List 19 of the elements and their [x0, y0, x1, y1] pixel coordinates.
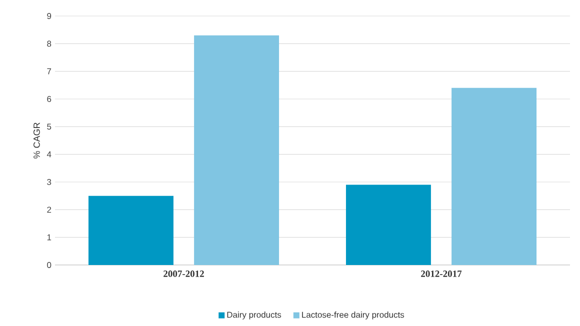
- bar: [346, 184, 431, 265]
- y-tick-label: 0: [47, 262, 52, 268]
- x-tick-label: 2007-2012: [164, 270, 204, 277]
- y-tick-label: 4: [46, 151, 52, 158]
- y-tick-label: 3: [47, 178, 52, 185]
- x-tick-label: 2012-2017: [421, 270, 462, 277]
- bar: [194, 35, 280, 265]
- legend-label: Dairy products: [227, 312, 282, 320]
- bar: [452, 88, 537, 265]
- y-tick-label: 8: [47, 40, 52, 47]
- y-tick-label: 6: [47, 96, 52, 102]
- bar: [88, 196, 174, 265]
- y-axis-title: % CAGR: [34, 122, 40, 158]
- y-tick-label: 1: [47, 234, 52, 240]
- y-tick-label: 2: [47, 206, 52, 213]
- y-tick-label: 9: [47, 13, 52, 20]
- y-tick-label: 5: [47, 124, 52, 130]
- legend-label: Lactose-free dairy products: [302, 312, 404, 320]
- y-tick-label: 7: [47, 68, 52, 74]
